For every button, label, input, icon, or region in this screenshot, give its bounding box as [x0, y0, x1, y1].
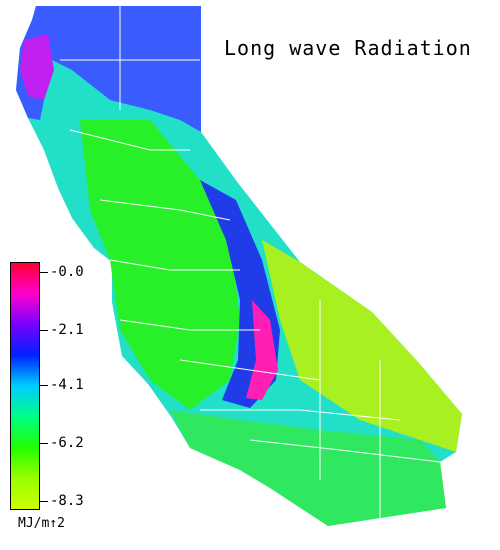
legend-tick-label: -0.0: [50, 264, 84, 280]
desert-region: [262, 240, 462, 452]
southern-region: [170, 410, 446, 526]
legend-tick-mark: [40, 501, 48, 502]
legend-tick-mark: [40, 385, 48, 387]
map-title: Long wave Radiation: [224, 36, 472, 60]
central-valley-region: [80, 120, 240, 410]
legend-tick-mark: [40, 329, 48, 331]
sierra-core: [246, 300, 278, 400]
legend-unit-label: MJ/m↑2: [18, 516, 65, 531]
legend-colorbar: [10, 262, 40, 510]
county-boundaries: [60, 6, 441, 518]
legend-tick-label: -2.1: [50, 321, 84, 338]
northwest-region: [16, 6, 201, 132]
legend-tick-label: -4.1: [50, 377, 84, 394]
legend-tick-mark: [40, 272, 48, 273]
legend-tick-label: -6.2: [50, 435, 84, 452]
north-coast-patch: [20, 34, 54, 100]
legend-tick-mark: [40, 443, 48, 445]
legend-tick-label: -8.3: [50, 493, 84, 509]
